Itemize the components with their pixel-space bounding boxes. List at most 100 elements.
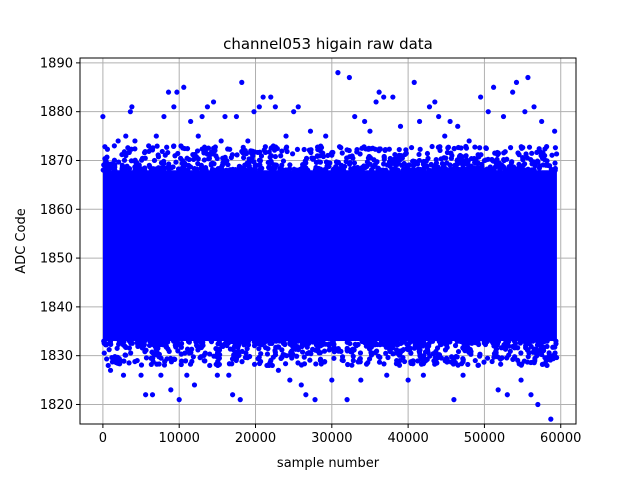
data-point — [433, 348, 439, 355]
y-axis-label: ADC Code — [14, 208, 29, 273]
y-tick-label: 1850 — [40, 252, 73, 267]
data-point — [542, 146, 548, 152]
data-point — [368, 352, 375, 358]
data-point — [524, 155, 530, 161]
data-point — [401, 358, 408, 365]
data-point — [504, 355, 510, 361]
data-point — [256, 354, 262, 360]
data-point — [392, 161, 398, 167]
data-point — [372, 349, 378, 356]
data-point — [221, 160, 227, 166]
outlier-point — [535, 401, 541, 408]
data-point — [443, 155, 449, 161]
data-point — [155, 343, 161, 349]
data-point — [155, 154, 162, 160]
outlier-point — [149, 392, 156, 398]
outlier-point — [120, 372, 127, 378]
data-point — [270, 167, 277, 173]
data-point — [481, 359, 487, 365]
data-point — [401, 166, 407, 172]
data-point — [349, 362, 355, 368]
data-point — [148, 166, 154, 172]
data-point — [233, 355, 240, 362]
outlier-point — [510, 89, 516, 95]
data-point — [475, 160, 481, 166]
data-point — [114, 345, 120, 351]
data-point — [182, 350, 188, 356]
outlier-point — [298, 382, 304, 388]
data-point — [552, 160, 558, 166]
data-point — [287, 162, 293, 168]
data-point — [227, 167, 233, 173]
outlier-point — [455, 123, 461, 129]
data-point — [386, 160, 393, 166]
data-point — [506, 164, 512, 170]
outlier-point — [264, 362, 270, 369]
data-point — [154, 143, 160, 149]
data-point — [385, 354, 391, 361]
data-point — [240, 150, 246, 156]
data-point — [158, 355, 164, 361]
outlier-point — [143, 392, 149, 398]
outlier-point — [490, 84, 497, 90]
data-point — [284, 148, 290, 155]
data-point — [301, 146, 307, 153]
data-point — [138, 362, 145, 368]
data-point — [417, 146, 423, 152]
data-point — [229, 346, 236, 352]
outlier-point — [260, 94, 266, 100]
data-point — [390, 351, 396, 357]
data-point — [500, 164, 507, 170]
outlier-point — [222, 113, 228, 120]
outlier-point — [105, 362, 111, 369]
data-point — [241, 342, 247, 348]
data-point — [119, 339, 125, 345]
data-point — [264, 351, 271, 357]
outlier-point — [123, 133, 129, 139]
data-point — [444, 356, 450, 363]
data-point — [289, 355, 295, 361]
y-tick-label: 1840 — [40, 300, 73, 315]
data-point — [532, 355, 538, 361]
data-point — [365, 146, 372, 152]
data-point — [392, 151, 398, 158]
data-point — [444, 344, 450, 351]
data-point — [386, 146, 392, 152]
data-point — [178, 361, 184, 368]
data-point — [344, 339, 350, 345]
outlier-point — [362, 118, 368, 125]
data-point — [261, 147, 267, 153]
data-point — [339, 150, 345, 156]
data-point — [452, 342, 459, 349]
data-point — [128, 340, 134, 346]
data-point — [415, 358, 421, 364]
data-point — [178, 155, 184, 161]
data-point — [475, 152, 481, 158]
data-point — [472, 144, 478, 150]
outlier-point — [307, 128, 314, 134]
outlier-point — [226, 372, 232, 378]
data-point — [253, 162, 259, 168]
data-point — [156, 361, 162, 367]
data-point — [106, 347, 112, 353]
data-point — [477, 351, 483, 357]
data-point — [414, 161, 421, 167]
data-point — [243, 350, 249, 356]
outlier-point — [287, 377, 293, 383]
outlier-point — [447, 118, 453, 125]
data-point — [229, 152, 235, 158]
data-point — [524, 347, 531, 353]
data-point — [143, 355, 150, 361]
data-point — [490, 340, 496, 346]
data-point — [351, 160, 358, 166]
outlier-point — [204, 104, 211, 110]
data-point — [301, 354, 307, 360]
data-point — [306, 338, 312, 344]
data-point — [198, 162, 204, 168]
data-point — [159, 148, 165, 155]
data-point — [446, 338, 452, 344]
data-point — [218, 167, 224, 173]
data-point — [494, 149, 500, 156]
outlier-point — [161, 113, 167, 120]
data-point — [330, 339, 336, 345]
